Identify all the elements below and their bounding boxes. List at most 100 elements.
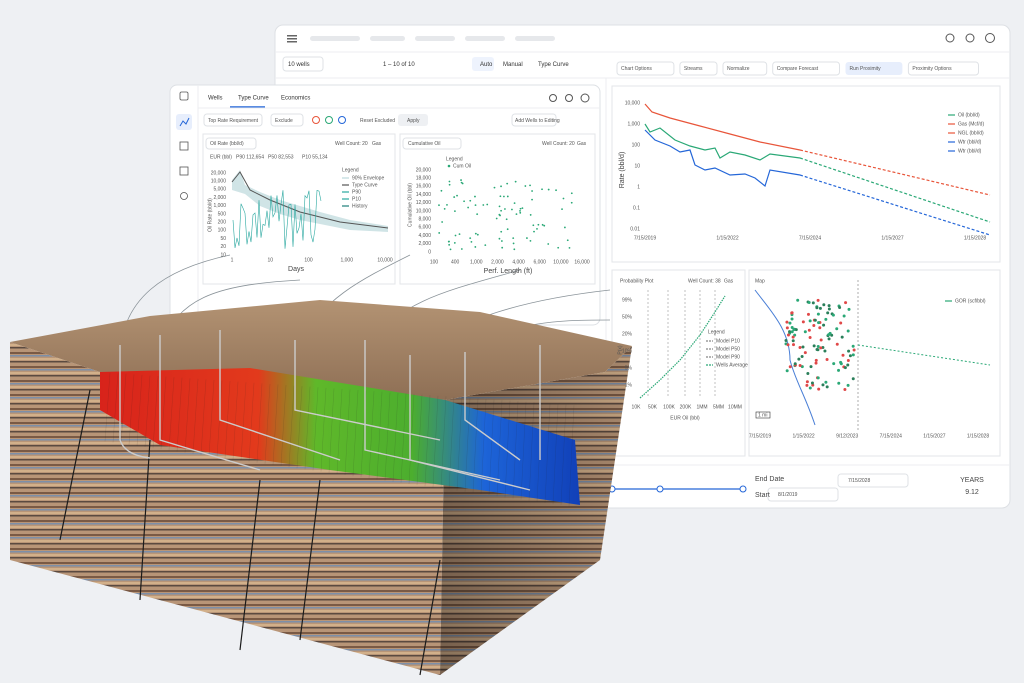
decor-dot [512, 237, 515, 240]
decor-dot [531, 198, 533, 201]
decor-dot [837, 381, 841, 385]
front-window [169, 84, 601, 326]
grid-mesh [432, 395, 439, 488]
decor-dot [474, 195, 476, 198]
grid-mesh [160, 376, 167, 450]
decor-dot [803, 351, 807, 355]
y-tick-label: 16,000 [416, 184, 432, 190]
x-tick-label: 5MM [713, 404, 724, 410]
decor-dot [803, 330, 807, 334]
y-axis-title: Cumulative Oil (bbl) [407, 183, 413, 227]
chart-button[interactable] [907, 61, 980, 76]
y-tick-label: 6,000 [418, 225, 431, 231]
decor-dot [805, 383, 809, 387]
decor-dot [506, 195, 509, 198]
decor-dot [500, 240, 503, 242]
chart-button[interactable] [845, 62, 903, 75]
decor-dot [813, 318, 817, 322]
dropdown: Top Rate Requirement [208, 118, 259, 124]
decor-dot [470, 240, 473, 243]
decor-dot [506, 228, 509, 231]
grid-mesh [512, 401, 519, 499]
decor-dot [529, 239, 532, 242]
decor-dot [784, 339, 788, 343]
x-tick-label: 1/15/2028 [967, 433, 989, 439]
decor-dot [791, 335, 795, 339]
x-tick-label: 10K [632, 404, 642, 410]
x-tick-label: 10MM [728, 404, 742, 410]
decor-dot [454, 210, 456, 212]
y-tick-label: 4,000 [418, 233, 431, 239]
decor-dot [847, 307, 851, 311]
decor-dot [476, 213, 479, 216]
x-tick-label: 1,000 [470, 259, 483, 265]
decor-dot [785, 326, 789, 330]
decor-dot [500, 185, 502, 188]
decor-dot [512, 242, 515, 245]
legend-label: Oil (bbl/d) [958, 112, 980, 118]
legend-swatch [447, 164, 451, 168]
decor-dot [790, 311, 794, 315]
grid-mesh [568, 405, 575, 507]
legend-title: Legend [446, 156, 463, 162]
decor-dot [846, 358, 850, 362]
grid-mesh [448, 396, 455, 490]
prob-points [639, 295, 726, 399]
decor-dot [474, 232, 477, 235]
legend-label: P90 [352, 189, 361, 195]
decor-dot [791, 339, 795, 343]
decor-dot [502, 195, 505, 198]
decor-dot [817, 321, 821, 325]
chart-button[interactable] [772, 61, 841, 76]
decor-dot [808, 319, 812, 323]
decor-dot [541, 188, 543, 191]
decor-dot [785, 369, 789, 373]
decor-dot [812, 324, 816, 328]
decor-dot [536, 227, 538, 230]
reset-button: Reset Excluded [360, 118, 395, 124]
x-tick-label: 1/15/2022 [716, 235, 738, 241]
decor-dot [453, 242, 456, 244]
decor-dot [825, 385, 829, 389]
chart-button-label: Chart Options [621, 66, 652, 72]
chart-button[interactable] [679, 61, 718, 76]
x-tick-label: 200K [680, 404, 692, 410]
stream-select: Gas [724, 278, 734, 284]
well-locations [784, 298, 856, 392]
y-tick-label: 1% [625, 382, 633, 388]
decor-dot [807, 328, 811, 332]
x-tick-label: 1/15/2022 [792, 433, 814, 439]
grid-mesh [312, 387, 319, 471]
decor-dot [529, 214, 532, 216]
decor-dot [786, 333, 790, 337]
grid-mesh [424, 395, 431, 487]
grid-mesh [120, 373, 127, 444]
decor-dot [443, 207, 446, 210]
grid-mesh [296, 386, 303, 469]
well-select[interactable] [282, 56, 324, 72]
decor-dot [476, 233, 479, 236]
chart-button[interactable] [616, 61, 675, 76]
decor-dot [438, 232, 441, 234]
decor-dot [513, 202, 516, 205]
decor-dot [818, 326, 822, 330]
grid-mesh [112, 373, 119, 443]
decor-dot [547, 243, 550, 245]
grid-mesh [408, 393, 415, 484]
probability-panel [611, 269, 746, 457]
y-tick-label: 20,000 [416, 167, 432, 173]
grid-mesh [208, 379, 215, 456]
decor-dot [792, 328, 796, 332]
chart-button[interactable] [722, 61, 768, 76]
decor-dot [547, 188, 550, 191]
grid-mesh [504, 400, 511, 498]
view-tab: Manual [503, 62, 523, 68]
decor-dot [446, 203, 448, 206]
decor-dot [828, 331, 832, 335]
chart-button-label: Run Proximity [850, 66, 882, 72]
apply-button: Apply [407, 118, 420, 124]
x-tick-label: 1/15/2028 [964, 235, 986, 241]
y-tick-label: 14,000 [416, 192, 432, 198]
rate-panel [611, 85, 1001, 263]
